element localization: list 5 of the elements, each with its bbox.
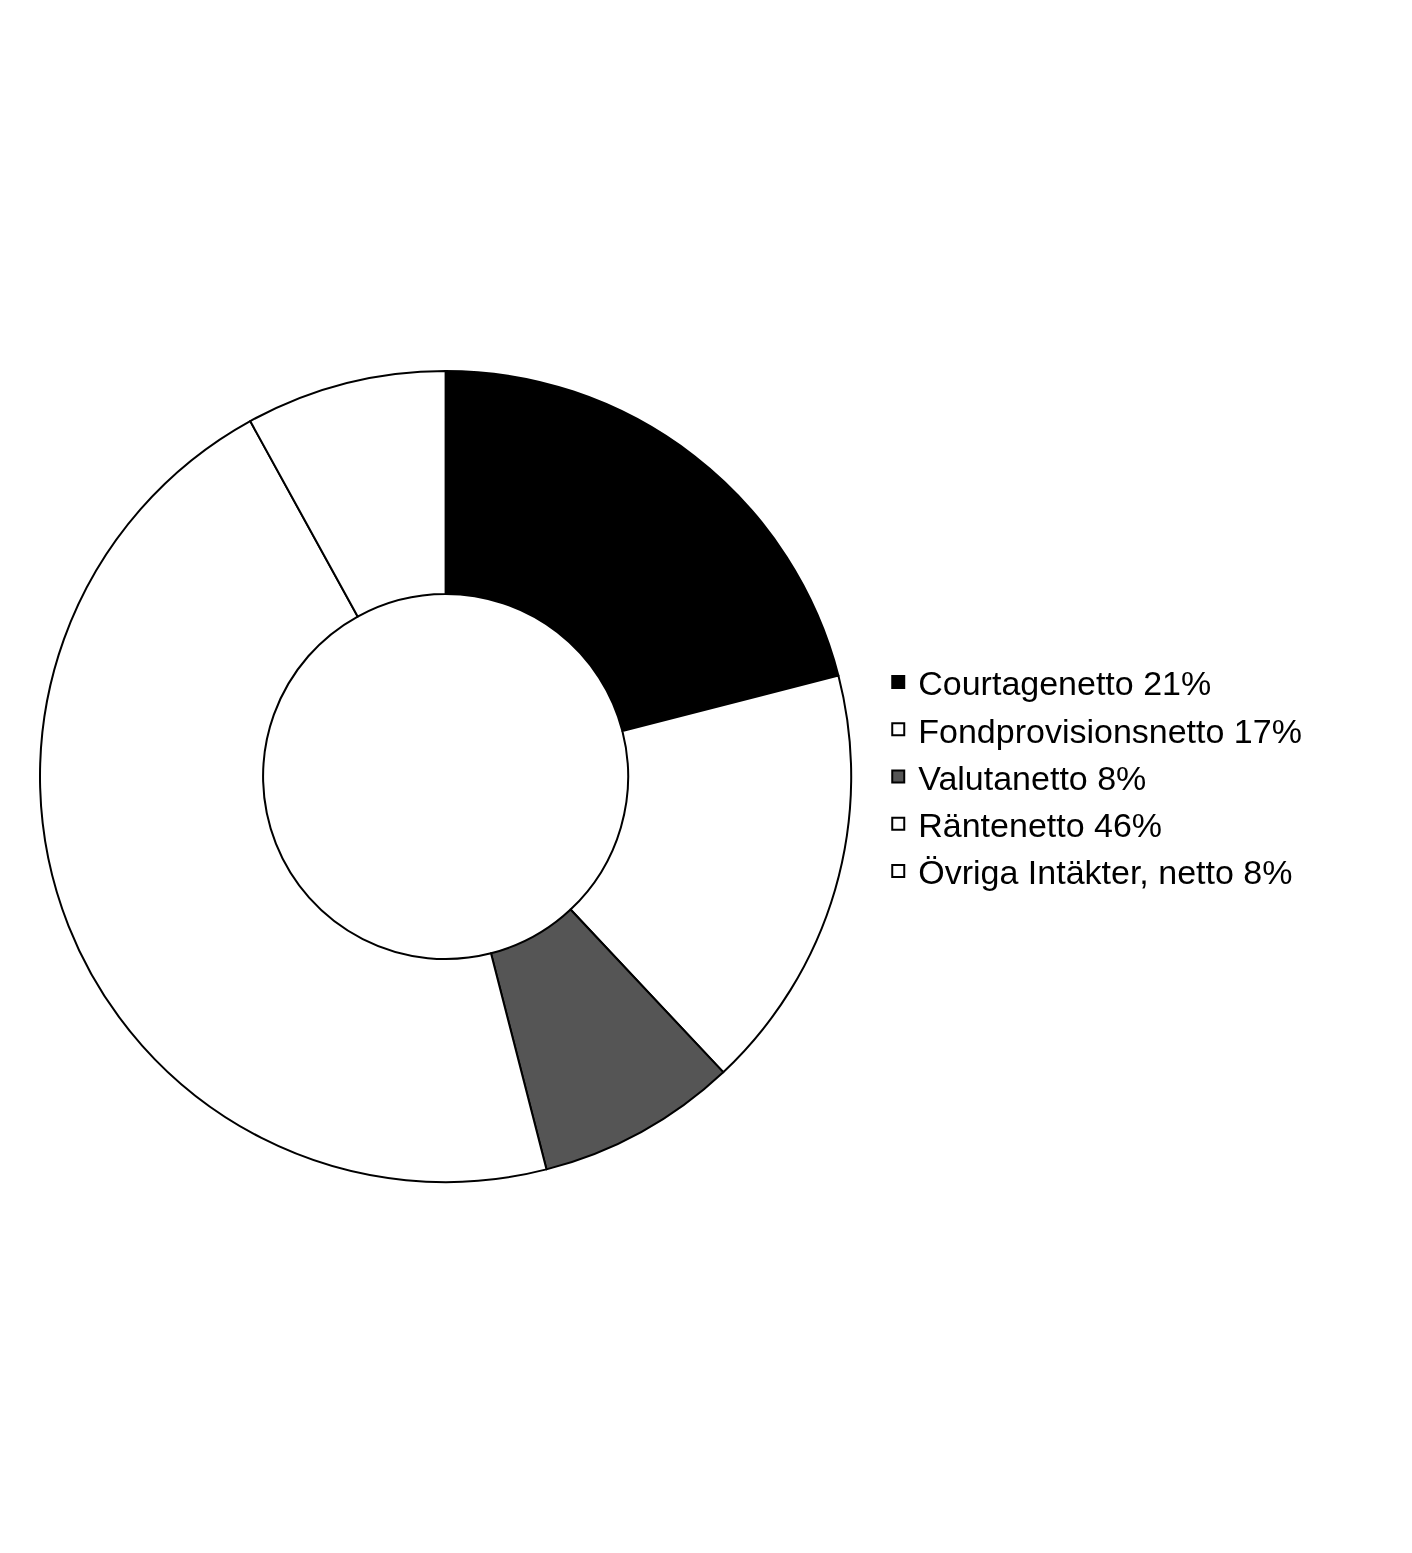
legend-label: Fondprovisionsnetto 17% xyxy=(918,711,1302,750)
legend-label: Räntenetto 46% xyxy=(918,805,1163,844)
legend-label: Courtagenetto 21% xyxy=(918,664,1212,703)
legend-label: Övriga Intäkter, netto 8% xyxy=(918,853,1293,892)
legend-label: Valutanetto 8% xyxy=(918,758,1147,797)
